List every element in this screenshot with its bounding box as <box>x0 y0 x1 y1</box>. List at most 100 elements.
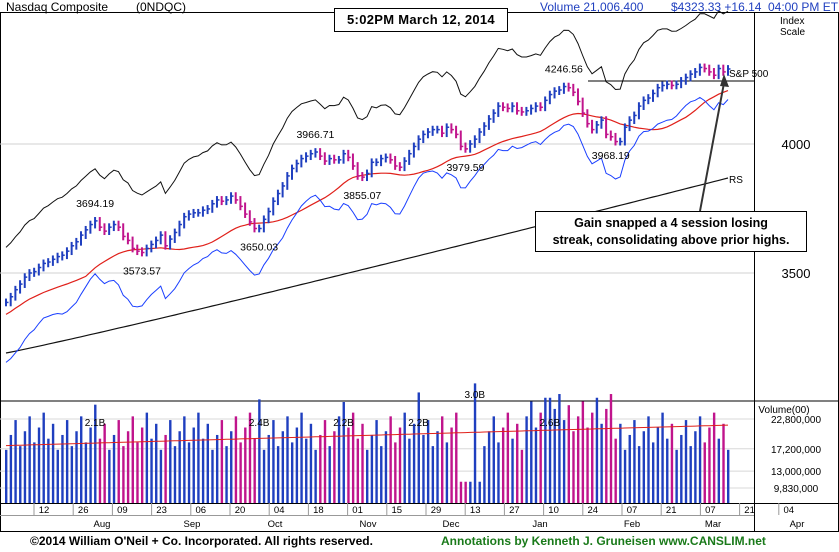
volume-bar <box>431 446 435 503</box>
volume-bar <box>712 412 716 503</box>
price-bar <box>492 109 497 123</box>
price-bar <box>112 220 117 232</box>
price-bar <box>680 77 684 89</box>
price-bar <box>356 162 361 180</box>
x-tick-label: 21 <box>744 505 755 516</box>
volume-bar <box>47 438 50 503</box>
volume-bar <box>492 416 495 503</box>
volume-bar <box>398 427 402 503</box>
price-bar <box>230 192 234 204</box>
price-bar <box>501 102 506 112</box>
price-bar <box>70 241 75 256</box>
price-bar <box>5 298 9 307</box>
volume-bar <box>140 427 144 503</box>
volume-bar <box>675 449 678 503</box>
price-bar <box>408 149 412 165</box>
price-bar <box>295 159 300 173</box>
price-bar <box>361 172 365 182</box>
index-symbol: (0NDQC) <box>136 0 186 14</box>
price-bar <box>220 196 225 206</box>
volume-label: 3.0B <box>465 390 486 401</box>
price-bar <box>727 65 731 76</box>
volume-bar <box>225 446 228 503</box>
volume-bar <box>591 412 594 503</box>
volume-average-line <box>5 424 729 447</box>
volume-bar <box>544 397 547 503</box>
volume-bar <box>248 412 252 503</box>
price-bar <box>314 148 318 158</box>
price-bar <box>80 231 84 246</box>
volume-bar <box>70 446 74 503</box>
volume-bar <box>394 442 397 503</box>
volume-bar <box>497 442 500 503</box>
price-bar <box>328 154 332 165</box>
price-bar <box>445 123 450 138</box>
rs-label: RS <box>729 175 743 186</box>
volume-bar <box>389 416 392 503</box>
price-bar <box>567 82 572 92</box>
price-bar <box>178 220 182 237</box>
volume-bar <box>94 404 97 503</box>
volume-bar <box>558 394 561 503</box>
volume-bar <box>169 420 172 503</box>
price-bar <box>553 87 558 99</box>
price-bar <box>689 70 693 82</box>
volume-bar <box>342 402 345 503</box>
volume-bar <box>155 423 158 503</box>
volume-bar <box>680 434 683 503</box>
price-bar <box>389 153 393 164</box>
volume-bar <box>473 383 477 503</box>
volume-label: 2.2B <box>333 418 354 429</box>
price-bar <box>497 102 501 117</box>
x-month-label: Feb <box>624 519 640 530</box>
price-bar <box>633 111 637 125</box>
price-bar <box>675 80 679 90</box>
price-bar <box>548 90 553 105</box>
volume-bar <box>187 442 191 503</box>
price-bar <box>108 223 112 236</box>
volume-bar <box>614 438 617 503</box>
price-bar <box>637 102 642 120</box>
price-bar <box>412 142 417 158</box>
x-month-label: Aug <box>94 519 111 530</box>
volume-bar <box>258 399 261 503</box>
price-bar <box>586 109 590 128</box>
volume-label: 2.6B <box>540 418 561 429</box>
price-bar <box>351 153 356 170</box>
volume-bar <box>722 423 725 503</box>
volume-bar <box>506 412 510 503</box>
volume-label: 2.1B <box>85 418 106 429</box>
volume-bar <box>600 423 603 503</box>
volume-bar <box>295 427 299 503</box>
price-bar <box>192 208 197 218</box>
volume-bar <box>441 416 444 503</box>
volume-bar <box>445 442 449 503</box>
volume-bar <box>605 408 608 503</box>
x-tick-label: 13 <box>470 505 481 516</box>
volume-bar <box>436 431 439 503</box>
volume-bar <box>56 449 59 503</box>
price-bar <box>614 132 618 146</box>
price-bar <box>89 220 93 234</box>
price-bar <box>103 223 107 236</box>
price-bar <box>281 182 286 198</box>
x-month-label: Nov <box>360 519 377 530</box>
price-bar <box>28 269 32 282</box>
price-bar <box>544 96 548 112</box>
price-bar <box>431 125 436 136</box>
price-axis-tick-1: 4000 <box>782 137 811 152</box>
price-bar <box>558 86 562 96</box>
price-bar <box>478 128 483 144</box>
price-bar <box>539 102 543 112</box>
volume-bar <box>300 412 303 503</box>
price-bar <box>211 199 215 213</box>
price-label: 3573.57 <box>123 266 161 278</box>
volume-bar <box>159 449 163 503</box>
volume-bar <box>534 427 538 503</box>
volume-bar <box>112 434 116 503</box>
sp500-line <box>5 10 729 248</box>
volume-bar <box>670 423 674 503</box>
volume-bar <box>136 442 139 503</box>
volume-bar <box>637 446 641 503</box>
